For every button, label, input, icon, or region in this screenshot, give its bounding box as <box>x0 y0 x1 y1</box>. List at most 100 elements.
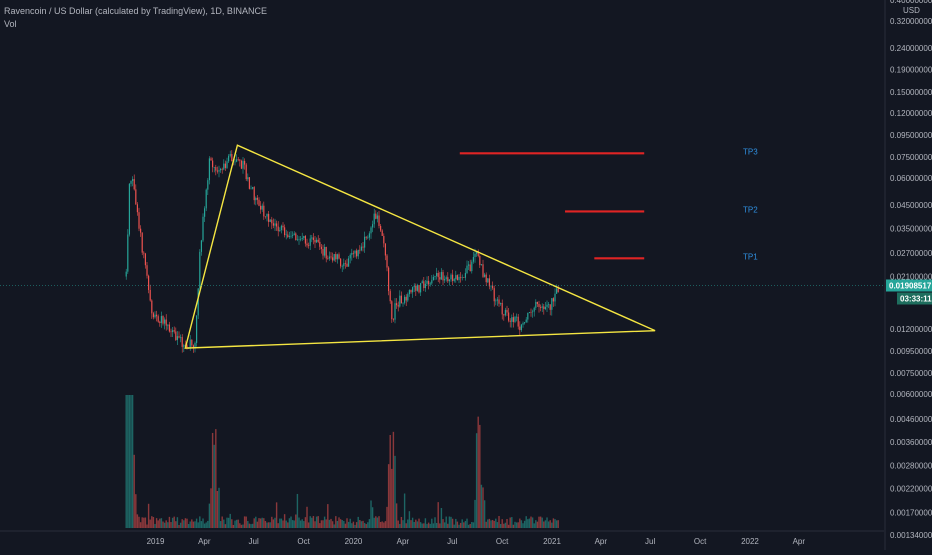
price-tick-label: 0.12000000 <box>890 109 932 118</box>
candle <box>300 236 302 242</box>
candle <box>324 243 326 258</box>
candle <box>183 343 185 352</box>
candle <box>445 275 447 282</box>
volume-bar <box>443 522 446 528</box>
candle <box>316 237 318 244</box>
volume-bar <box>362 520 364 528</box>
candle <box>343 258 345 270</box>
price-tick-label: 0.19000000 <box>890 66 932 75</box>
volume-bar <box>504 522 507 528</box>
volume-bar <box>154 523 156 528</box>
time-tick-label: Apr <box>793 537 806 546</box>
candle <box>210 156 212 161</box>
volume-bar <box>349 518 351 528</box>
volume-bar <box>211 432 214 528</box>
time-tick-label: Jul <box>447 537 457 546</box>
candle <box>389 289 391 304</box>
candle <box>237 157 239 162</box>
candle <box>151 299 153 319</box>
volume-bar <box>512 524 515 528</box>
volume-bar <box>317 516 319 528</box>
price-tick-label: 0.03500000 <box>890 225 932 234</box>
candle <box>268 211 270 227</box>
price-tick-label: 0.40000000 <box>890 0 932 5</box>
volume-bar <box>527 519 529 528</box>
volume-bar <box>371 507 374 528</box>
candle <box>149 284 151 302</box>
candle <box>380 223 382 232</box>
candle <box>413 283 415 293</box>
candle <box>424 280 427 292</box>
candle <box>348 256 350 267</box>
svg-text:TP3: TP3 <box>743 147 758 156</box>
candle <box>375 210 377 220</box>
volume-bar <box>370 500 372 528</box>
candle <box>400 291 403 304</box>
candle <box>156 310 158 322</box>
volume-bar <box>159 518 161 528</box>
volume-bar <box>224 524 227 528</box>
volume-bar <box>125 395 127 528</box>
candle <box>205 188 207 212</box>
candle <box>276 220 278 231</box>
volume-bar <box>539 516 542 528</box>
target-tp3[interactable]: TP3 <box>459 147 758 156</box>
volume-bar <box>479 424 481 528</box>
volume-bar <box>160 518 163 528</box>
time-tick-label: Apr <box>595 537 608 546</box>
candle <box>522 321 524 328</box>
volume-bar <box>263 518 265 528</box>
volume-bar <box>375 516 377 528</box>
volume-bar <box>402 520 404 528</box>
candle <box>284 224 286 238</box>
candle <box>437 270 439 283</box>
volume-bar <box>239 523 241 528</box>
volume-bar <box>343 520 345 528</box>
volume-bar <box>296 493 299 528</box>
volume-bar <box>384 521 387 528</box>
candle <box>420 282 422 297</box>
volume-bar <box>271 516 273 528</box>
volume-bar <box>215 429 217 528</box>
candle <box>484 272 486 278</box>
candle <box>327 255 329 260</box>
candle <box>397 301 399 312</box>
candle <box>405 294 407 307</box>
candle <box>373 208 375 228</box>
candle <box>463 277 465 278</box>
volume-bar <box>151 516 153 528</box>
volume-bar <box>285 520 287 528</box>
candle <box>260 201 262 214</box>
chart-title: Ravencoin / US Dollar (calculated by Tra… <box>4 6 267 16</box>
volume-bar <box>407 519 409 528</box>
candle <box>516 313 518 322</box>
candle <box>490 285 492 292</box>
volume-bar <box>274 517 276 528</box>
volume-bar <box>287 522 289 528</box>
triangle-pattern[interactable] <box>184 144 656 349</box>
volume-bar <box>424 518 427 528</box>
volume-bar <box>309 516 311 528</box>
price-tick-label: 0.32000000 <box>890 17 932 26</box>
volume-bar <box>447 523 449 528</box>
volume-bar <box>466 518 468 528</box>
candle <box>192 344 195 353</box>
candle <box>431 275 433 285</box>
time-tick-label: Apr <box>198 537 211 546</box>
volume-bar <box>307 522 310 528</box>
candle <box>215 164 217 176</box>
volume-bar <box>133 454 135 528</box>
candle <box>229 150 231 158</box>
candle <box>196 315 198 347</box>
volume-bar <box>445 516 447 528</box>
volume-bar <box>538 516 540 528</box>
target-tp1[interactable]: TP1 <box>594 252 758 261</box>
target-tp2[interactable]: TP2 <box>565 205 758 214</box>
candle <box>432 274 435 281</box>
volume-bar <box>376 517 379 528</box>
candle <box>551 297 553 316</box>
volume-bar <box>416 521 419 528</box>
candle <box>496 296 499 306</box>
